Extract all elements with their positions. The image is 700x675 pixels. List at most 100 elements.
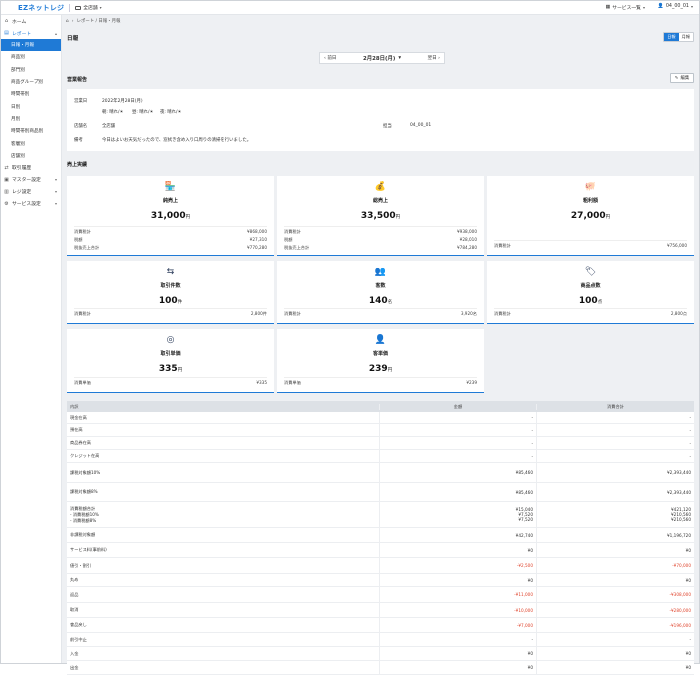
sidebar-item-register[interactable]: ▥ レジ設定 ▾ — [1, 186, 61, 198]
card-value-number: 100 — [578, 296, 598, 306]
row-label: 丸め — [67, 574, 379, 586]
row-amount: - — [379, 437, 536, 449]
row-amount-text: -¥11,000 — [514, 592, 533, 597]
card-detail-label: 消費税計 — [494, 243, 511, 248]
prev-day-button[interactable]: ‹ 前日 — [320, 55, 341, 61]
home-icon: ⌂ — [4, 18, 9, 24]
sidebar-sub-daily-monthly[interactable]: 日報・月報 — [1, 39, 61, 52]
sales-card: 🏪 純売上 31,000円 消費税計 ¥868,000 税額 ¥27,310 税抜売上合計 ¥7… — [67, 176, 274, 256]
sidebar-item-label: 取引履歴 — [12, 166, 32, 172]
card-value-unit: 件 — [177, 300, 183, 305]
card-detail-label: 消費単価 — [74, 380, 91, 385]
sidebar-sub-hourly-product[interactable]: 時間帯別商品別 — [11, 129, 44, 135]
table-row: 丸め ¥0 ¥0 — [67, 574, 694, 587]
date-picker[interactable]: 2月28日(月) ▾ — [363, 54, 401, 62]
row-total: - — [536, 412, 694, 423]
row-total: - — [536, 424, 694, 436]
card-detail-value: 2,800点 — [670, 311, 687, 316]
card-detail-label: 消費税計 — [494, 311, 511, 316]
row-amount-text: ¥42,740 — [515, 532, 533, 538]
staff-value: 04_00_01 — [410, 123, 432, 128]
row-amount: ¥0 — [379, 661, 536, 674]
card-label: 客数 — [375, 283, 386, 289]
pencil-icon: ✎ — [674, 75, 679, 81]
row-amount: - — [379, 450, 536, 462]
sidebar-sub-store[interactable]: 店舗別 — [11, 153, 25, 159]
card-label: 純売上 — [162, 198, 178, 204]
breadcrumb-path[interactable]: レポート / 日報・月報 — [76, 19, 121, 24]
next-day-button[interactable]: 翌日 › — [423, 55, 444, 61]
sidebar-item-home[interactable]: ⌂ ホーム — [1, 15, 61, 27]
card-detail-label: 消費単価 — [284, 380, 301, 385]
chevron-down-icon: ▾ — [99, 5, 102, 10]
toggle-daily[interactable]: 日報 — [664, 33, 679, 41]
sidebar-sub-product[interactable]: 商品別 — [11, 55, 25, 61]
sidebar-sub-department[interactable]: 部門別 — [11, 67, 25, 73]
customers-icon: 👥 — [374, 267, 387, 277]
card-detail-row: 消費税計 ¥868,000 — [74, 229, 267, 235]
sidebar-sub-hourly[interactable]: 時間帯別 — [11, 92, 30, 98]
row-total: ¥0 — [536, 661, 694, 674]
sidebar-sub-customer-type[interactable]: 客層別 — [11, 141, 25, 147]
row-amount-text: ¥7,520 — [518, 517, 533, 522]
chevron-down-icon: ▾ — [54, 201, 57, 207]
sales-section-title: 売上実績 — [67, 162, 88, 168]
card-detail-row: 消費税計 ¥756,000 — [494, 243, 687, 249]
row-total: -¥280,000 — [536, 603, 694, 617]
toggle-monthly[interactable]: 月報 — [681, 34, 690, 39]
sales-card: 🏷 商品点数 100点 消費税計 2,800点 — [487, 261, 694, 324]
store-selector[interactable]: 全店舗 ▾ — [75, 4, 102, 11]
row-total-text: - — [689, 415, 691, 420]
card-value-number: 140 — [368, 296, 388, 306]
breadcrumb: ⌂ › レポート / 日報・月報 — [66, 18, 121, 25]
row-total-text: ¥2,393,440 — [667, 470, 691, 475]
sidebar-sub-product-group[interactable]: 商品グループ別 — [11, 80, 43, 86]
card-detail-value: ¥335 — [256, 380, 267, 385]
chevron-down-icon: ▾ — [54, 189, 57, 195]
row-amount: - — [379, 412, 536, 423]
card-divider — [74, 308, 267, 309]
row-amount-text: -¥2,500 — [516, 563, 533, 568]
sidebar-item-report[interactable]: ▤ レポート ▴ — [1, 27, 61, 39]
sidebar-sub-monthly[interactable]: 月別 — [11, 116, 21, 122]
row-label: 非課税対象額 — [67, 528, 379, 542]
sidebar-item-master[interactable]: ▣ マスター設定 ▾ — [1, 174, 61, 186]
table-row: 前引中止 - - — [67, 633, 694, 647]
sidebar-item-service[interactable]: ⚙ サービス設定 ▾ — [1, 198, 61, 210]
row-amount: -¥10,000 — [379, 603, 536, 617]
row-amount-text: ¥85,460 — [515, 489, 533, 495]
row-total: ¥0 — [536, 647, 694, 660]
row-total: ¥2,393,440 — [536, 463, 694, 482]
exchange-icon: ⇄ — [4, 164, 9, 171]
card-detail-row: 消費単価 ¥335 — [74, 380, 267, 386]
report-section-title: 営業報告 — [67, 77, 88, 83]
card-label: 客単価 — [372, 351, 388, 357]
header-total: 消費合計 — [536, 403, 694, 410]
row-total-text: ¥210,560 — [671, 517, 691, 522]
sales-card: 👥 客数 140名 消費税計 3,920名 — [277, 261, 484, 324]
row-label: 課税対象額10% — [67, 463, 379, 482]
card-detail-row: 消費税計 3,920名 — [284, 311, 477, 317]
sales-card: 💰 総売上 33,500円 消費税計 ¥938,000 税額 ¥28,010 税抜売上合計 ¥7… — [277, 176, 484, 256]
main-content: ⌂ › レポート / 日報・月報 日報 日報 月報 ‹ 前日 2月28日(月) ▾… — [62, 15, 699, 675]
edit-button[interactable]: ✎ 編集 — [670, 73, 694, 83]
home-icon[interactable]: ⌂ — [66, 18, 69, 24]
card-value-number: 33,500 — [360, 211, 396, 221]
table-row: クレジット在高 - - — [67, 450, 694, 463]
chevron-down-icon: ▾ — [54, 177, 57, 183]
note-label: 備考 — [74, 138, 83, 143]
sidebar-item-transactions[interactable]: ⇄ 取引履歴 — [1, 162, 61, 174]
user-menu[interactable]: 👤 04_00_01 ▾ — [658, 4, 693, 9]
sidebar-sub-daily[interactable]: 日別 — [11, 104, 21, 110]
biz-day-value: 2022年2月28日(月) — [102, 99, 143, 104]
weather-morning: 朝: 晴れ/☀ — [102, 110, 124, 115]
row-label-text: - 消費税額10% — [70, 511, 99, 517]
service-menu[interactable]: ▦ サービス一覧 ▾ — [606, 4, 645, 11]
row-label-text: 入金 — [70, 650, 79, 656]
table-row: 課税対象額10% ¥85,460 ¥2,393,440 — [67, 463, 694, 483]
row-total-text: - — [689, 453, 691, 459]
app-logo[interactable]: EZネットレジ — [18, 3, 65, 12]
row-label: 返品 — [67, 587, 379, 602]
card-detail-value: ¥938,000 — [457, 229, 477, 234]
card-value: 100件 — [67, 296, 274, 306]
